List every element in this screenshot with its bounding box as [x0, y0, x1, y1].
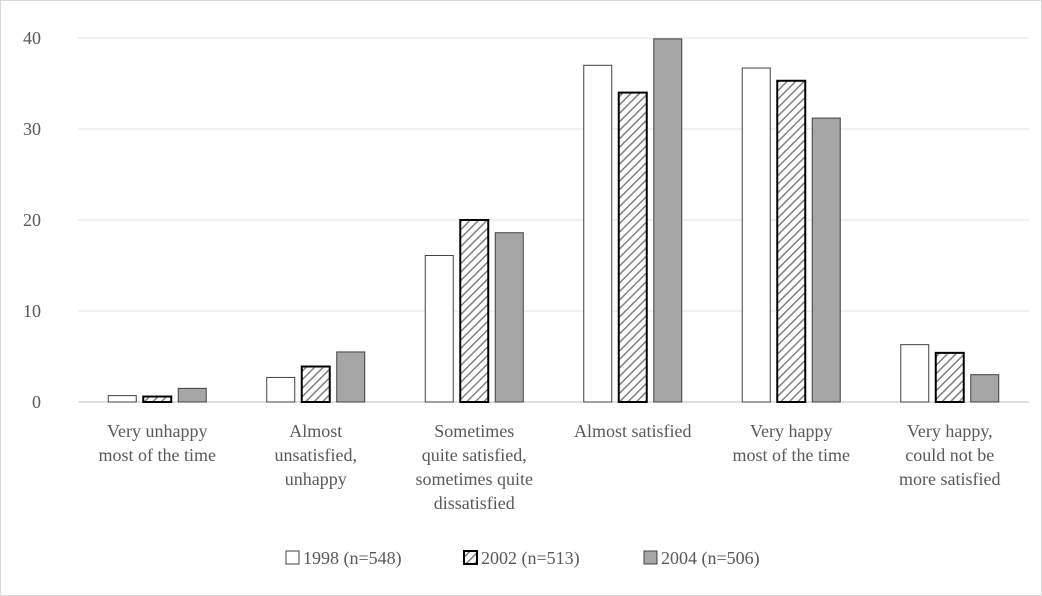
category-label: Very unhappy most of the time — [99, 421, 216, 465]
bar-series-2-cat-3 — [459, 219, 490, 403]
category-labels: Very unhappy most of the time Almost unsati… — [99, 421, 1001, 513]
legend-label-3: 2004 (n=506) — [661, 548, 760, 569]
legend-label-1: 1998 (n=548) — [303, 548, 402, 569]
legend-swatch-2 — [463, 550, 478, 565]
bar-series-2-cat-5 — [776, 79, 807, 404]
bar-series-3-cat-1 — [177, 387, 207, 403]
bar-series-1-cat-4 — [583, 64, 613, 403]
bar-series-3-cat-2 — [336, 351, 366, 403]
legend-swatch-3 — [643, 550, 658, 565]
bar-series-3-cat-4 — [653, 38, 683, 403]
bar-series-2-cat-2 — [300, 365, 331, 404]
category-label: Almost satisfied — [574, 421, 692, 441]
bars — [107, 38, 1000, 404]
bar-series-3-cat-6 — [970, 374, 1000, 403]
legend-label-2: 2002 (n=513) — [481, 548, 580, 569]
category-label: Very happy, could not be more satisfied — [899, 421, 1000, 489]
gridlines — [78, 37, 1029, 403]
bar-series-1-cat-2 — [266, 376, 296, 403]
category-label: Sometimes quite satisfied, sometimes quite… — [416, 421, 533, 513]
bar-series-1-cat-1 — [107, 395, 137, 403]
y-tick-label: 0 — [32, 392, 41, 412]
y-tick-label: 40 — [23, 28, 41, 48]
bar-series-3-cat-5 — [811, 117, 841, 403]
bar-series-1-cat-6 — [900, 344, 930, 403]
category-label: Almost unsatisfied, unhappy — [275, 421, 358, 489]
bar-series-3-cat-3 — [494, 232, 524, 403]
bar-series-2-cat-6 — [934, 351, 965, 403]
bar-series-2-cat-1 — [142, 395, 173, 404]
y-tick-label: 20 — [23, 210, 41, 230]
bar-series-1-cat-5 — [741, 67, 771, 403]
y-tick-label: 10 — [23, 301, 41, 321]
bar-series-1-cat-3 — [424, 254, 454, 403]
bar-series-2-cat-4 — [617, 91, 648, 403]
y-axis: 0 10 20 30 40 — [23, 28, 41, 412]
legend: 1998 (n=548) 2002 (n=513) 2004 (n=506) — [285, 548, 760, 569]
category-label: Very happy most of the time — [733, 421, 850, 465]
legend-swatch-1 — [285, 550, 300, 565]
y-tick-label: 30 — [23, 119, 41, 139]
